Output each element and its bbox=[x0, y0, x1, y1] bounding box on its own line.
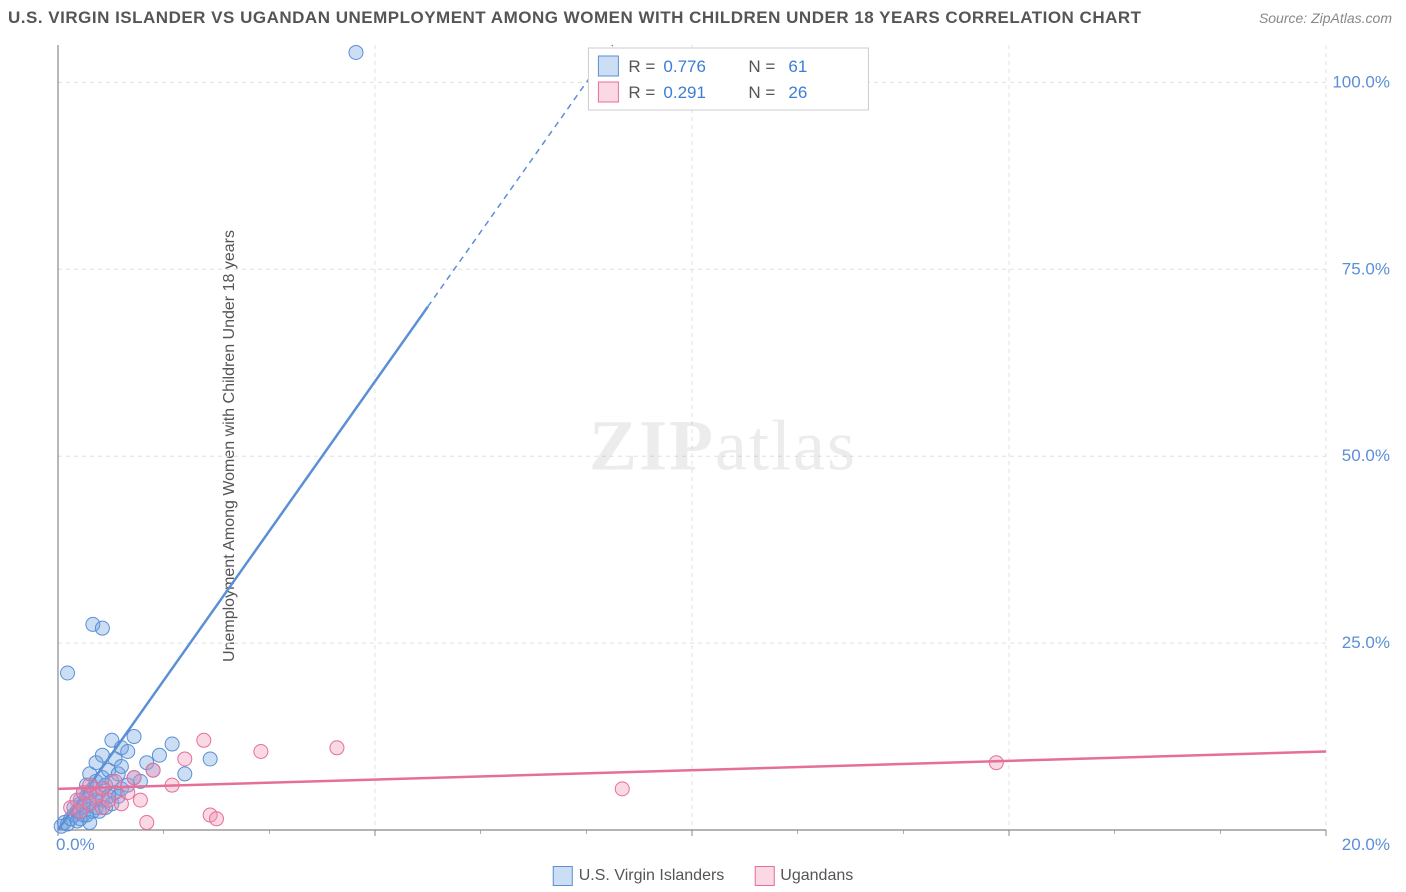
legend: U.S. Virgin Islanders Ugandans bbox=[553, 866, 854, 886]
svg-text:75.0%: 75.0% bbox=[1342, 259, 1390, 278]
legend-label: U.S. Virgin Islanders bbox=[579, 867, 725, 884]
legend-swatch bbox=[754, 866, 774, 886]
scatter-chart-svg: 25.0% 50.0% 75.0% 100.0% 0.0% 20.0% R = 0.776 N … bbox=[50, 40, 1396, 852]
svg-text:25.0%: 25.0% bbox=[1342, 633, 1390, 652]
legend-item: U.S. Virgin Islanders bbox=[553, 866, 725, 886]
svg-text:20.0%: 20.0% bbox=[1342, 835, 1390, 852]
legend-swatch bbox=[553, 866, 573, 886]
svg-text:0.776: 0.776 bbox=[663, 57, 706, 76]
svg-text:61: 61 bbox=[788, 57, 807, 76]
legend-item: Ugandans bbox=[754, 866, 853, 886]
svg-text:0.291: 0.291 bbox=[663, 83, 706, 102]
svg-text:50.0%: 50.0% bbox=[1342, 446, 1390, 465]
svg-text:R =: R = bbox=[628, 57, 655, 76]
svg-text:N =: N = bbox=[748, 83, 775, 102]
plot-area: ZIPatlas 25.0%50.0%75.0%100.0%0.0%20.0%R… bbox=[50, 40, 1396, 852]
svg-text:26: 26 bbox=[788, 83, 807, 102]
svg-text:0.0%: 0.0% bbox=[56, 835, 95, 852]
svg-text:N =: N = bbox=[748, 57, 775, 76]
source-attribution: Source: ZipAtlas.com bbox=[1259, 10, 1392, 26]
svg-text:100.0%: 100.0% bbox=[1332, 72, 1390, 91]
svg-text:R =: R = bbox=[628, 83, 655, 102]
chart-title: U.S. VIRGIN ISLANDER VS UGANDAN UNEMPLOY… bbox=[8, 8, 1142, 28]
legend-label: Ugandans bbox=[780, 867, 853, 884]
